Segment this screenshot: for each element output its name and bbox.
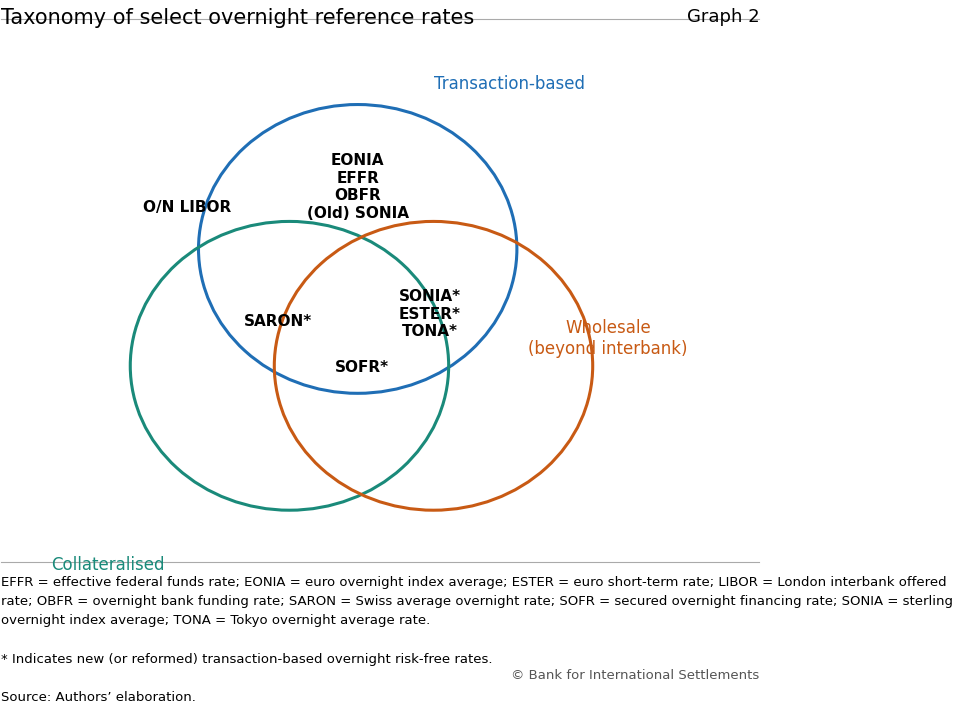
Text: O/N LIBOR: O/N LIBOR bbox=[143, 200, 232, 215]
Text: SARON*: SARON* bbox=[244, 314, 313, 329]
Text: overnight index average; TONA = Tokyo overnight average rate.: overnight index average; TONA = Tokyo ov… bbox=[1, 614, 430, 627]
Text: Transaction-based: Transaction-based bbox=[434, 75, 585, 93]
Text: Wholesale
(beyond interbank): Wholesale (beyond interbank) bbox=[528, 319, 688, 357]
Text: Collateralised: Collateralised bbox=[51, 556, 164, 574]
Text: Graph 2: Graph 2 bbox=[687, 8, 759, 26]
Text: rate; OBFR = overnight bank funding rate; SARON = Swiss average overnight rate; : rate; OBFR = overnight bank funding rate… bbox=[1, 595, 953, 608]
Text: SONIA*
ESTER*
TONA*: SONIA* ESTER* TONA* bbox=[399, 289, 460, 339]
Text: EFFR = effective federal funds rate; EONIA = euro overnight index average; ESTER: EFFR = effective federal funds rate; EON… bbox=[1, 575, 947, 589]
Text: Source: Authors’ elaboration.: Source: Authors’ elaboration. bbox=[1, 691, 196, 704]
Text: Taxonomy of select overnight reference rates: Taxonomy of select overnight reference r… bbox=[1, 8, 475, 28]
Text: © Bank for International Settlements: © Bank for International Settlements bbox=[511, 669, 759, 682]
Text: * Indicates new (or reformed) transaction-based overnight risk-free rates.: * Indicates new (or reformed) transactio… bbox=[1, 653, 493, 666]
Text: EONIA
EFFR
OBFR
(Old) SONIA: EONIA EFFR OBFR (Old) SONIA bbox=[307, 154, 409, 221]
Text: SOFR*: SOFR* bbox=[335, 360, 389, 375]
